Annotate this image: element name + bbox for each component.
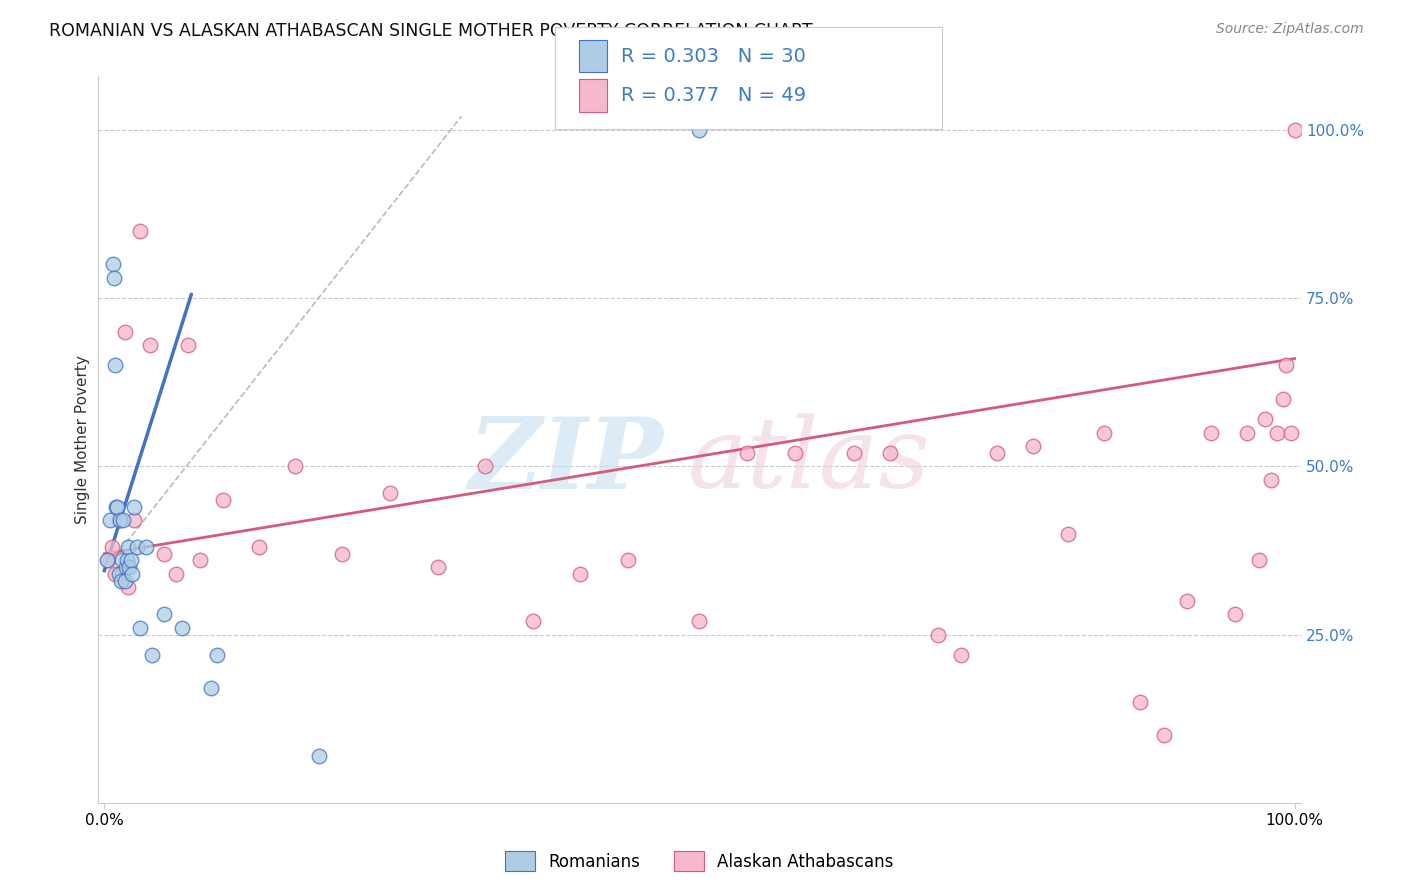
Point	[950, 648, 973, 662]
Point	[879, 446, 901, 460]
Point	[569, 566, 592, 581]
Point	[121, 566, 143, 581]
Point	[98, 513, 121, 527]
Point	[1284, 122, 1306, 136]
Point	[212, 492, 235, 507]
Point	[1129, 695, 1152, 709]
Point	[120, 553, 142, 567]
Point	[426, 560, 449, 574]
Point	[114, 574, 136, 588]
Y-axis label: Single Mother Poverty: Single Mother Poverty	[75, 355, 90, 524]
Point	[1271, 392, 1294, 406]
Point	[1254, 412, 1277, 426]
Point	[141, 648, 163, 662]
Point	[104, 358, 127, 372]
Point	[103, 270, 125, 285]
Point	[129, 621, 152, 635]
Point	[1057, 526, 1080, 541]
Point	[170, 621, 193, 635]
Point	[107, 566, 129, 581]
Point	[474, 459, 496, 474]
Point	[107, 513, 129, 527]
Point	[1265, 425, 1288, 440]
Point	[110, 574, 132, 588]
Point	[135, 540, 157, 554]
Point	[332, 547, 354, 561]
Text: atlas: atlas	[688, 414, 931, 508]
Point	[153, 547, 176, 561]
Point	[1279, 425, 1302, 440]
Point	[153, 607, 176, 622]
Point	[108, 513, 131, 527]
Point	[104, 566, 127, 581]
Point	[117, 540, 139, 554]
Point	[138, 338, 160, 352]
Point	[308, 748, 330, 763]
Point	[107, 500, 129, 514]
Point	[122, 513, 145, 527]
Point	[207, 648, 229, 662]
Text: ROMANIAN VS ALASKAN ATHABASCAN SINGLE MOTHER POVERTY CORRELATION CHART: ROMANIAN VS ALASKAN ATHABASCAN SINGLE MO…	[49, 22, 813, 40]
Point	[378, 486, 401, 500]
Point	[129, 224, 152, 238]
Point	[115, 553, 138, 567]
Point	[101, 257, 124, 271]
Point	[165, 566, 187, 581]
Point	[1022, 439, 1045, 453]
Point	[735, 446, 758, 460]
Point	[125, 540, 148, 554]
Point	[200, 681, 222, 696]
Point	[1201, 425, 1223, 440]
Point	[783, 446, 806, 460]
Point	[1153, 729, 1175, 743]
Point	[122, 500, 145, 514]
Point	[1177, 594, 1199, 608]
Point	[844, 446, 866, 460]
Point	[986, 446, 1008, 460]
Point	[927, 627, 949, 641]
Point	[176, 338, 198, 352]
Point	[617, 553, 640, 567]
Point	[1260, 473, 1282, 487]
Point	[689, 614, 711, 628]
Point	[1092, 425, 1115, 440]
Point	[689, 122, 711, 136]
Point	[100, 540, 122, 554]
Point	[284, 459, 307, 474]
Point	[117, 581, 139, 595]
Text: R = 0.303   N = 30: R = 0.303 N = 30	[621, 46, 806, 66]
Point	[96, 553, 118, 567]
Point	[1247, 553, 1270, 567]
Point	[114, 560, 136, 574]
Point	[188, 553, 211, 567]
Point	[112, 513, 135, 527]
Point	[111, 566, 134, 581]
Text: R = 0.377   N = 49: R = 0.377 N = 49	[621, 86, 807, 105]
Point	[118, 560, 141, 574]
Text: ZIP: ZIP	[468, 413, 664, 509]
Point	[1275, 358, 1298, 372]
Point	[247, 540, 270, 554]
Point	[1223, 607, 1246, 622]
Point	[114, 325, 136, 339]
Legend: Romanians, Alaskan Athabascans: Romanians, Alaskan Athabascans	[499, 845, 900, 878]
Text: Source: ZipAtlas.com: Source: ZipAtlas.com	[1216, 22, 1364, 37]
Point	[522, 614, 544, 628]
Point	[105, 500, 128, 514]
Point	[111, 553, 134, 567]
Point	[97, 553, 120, 567]
Point	[1236, 425, 1258, 440]
